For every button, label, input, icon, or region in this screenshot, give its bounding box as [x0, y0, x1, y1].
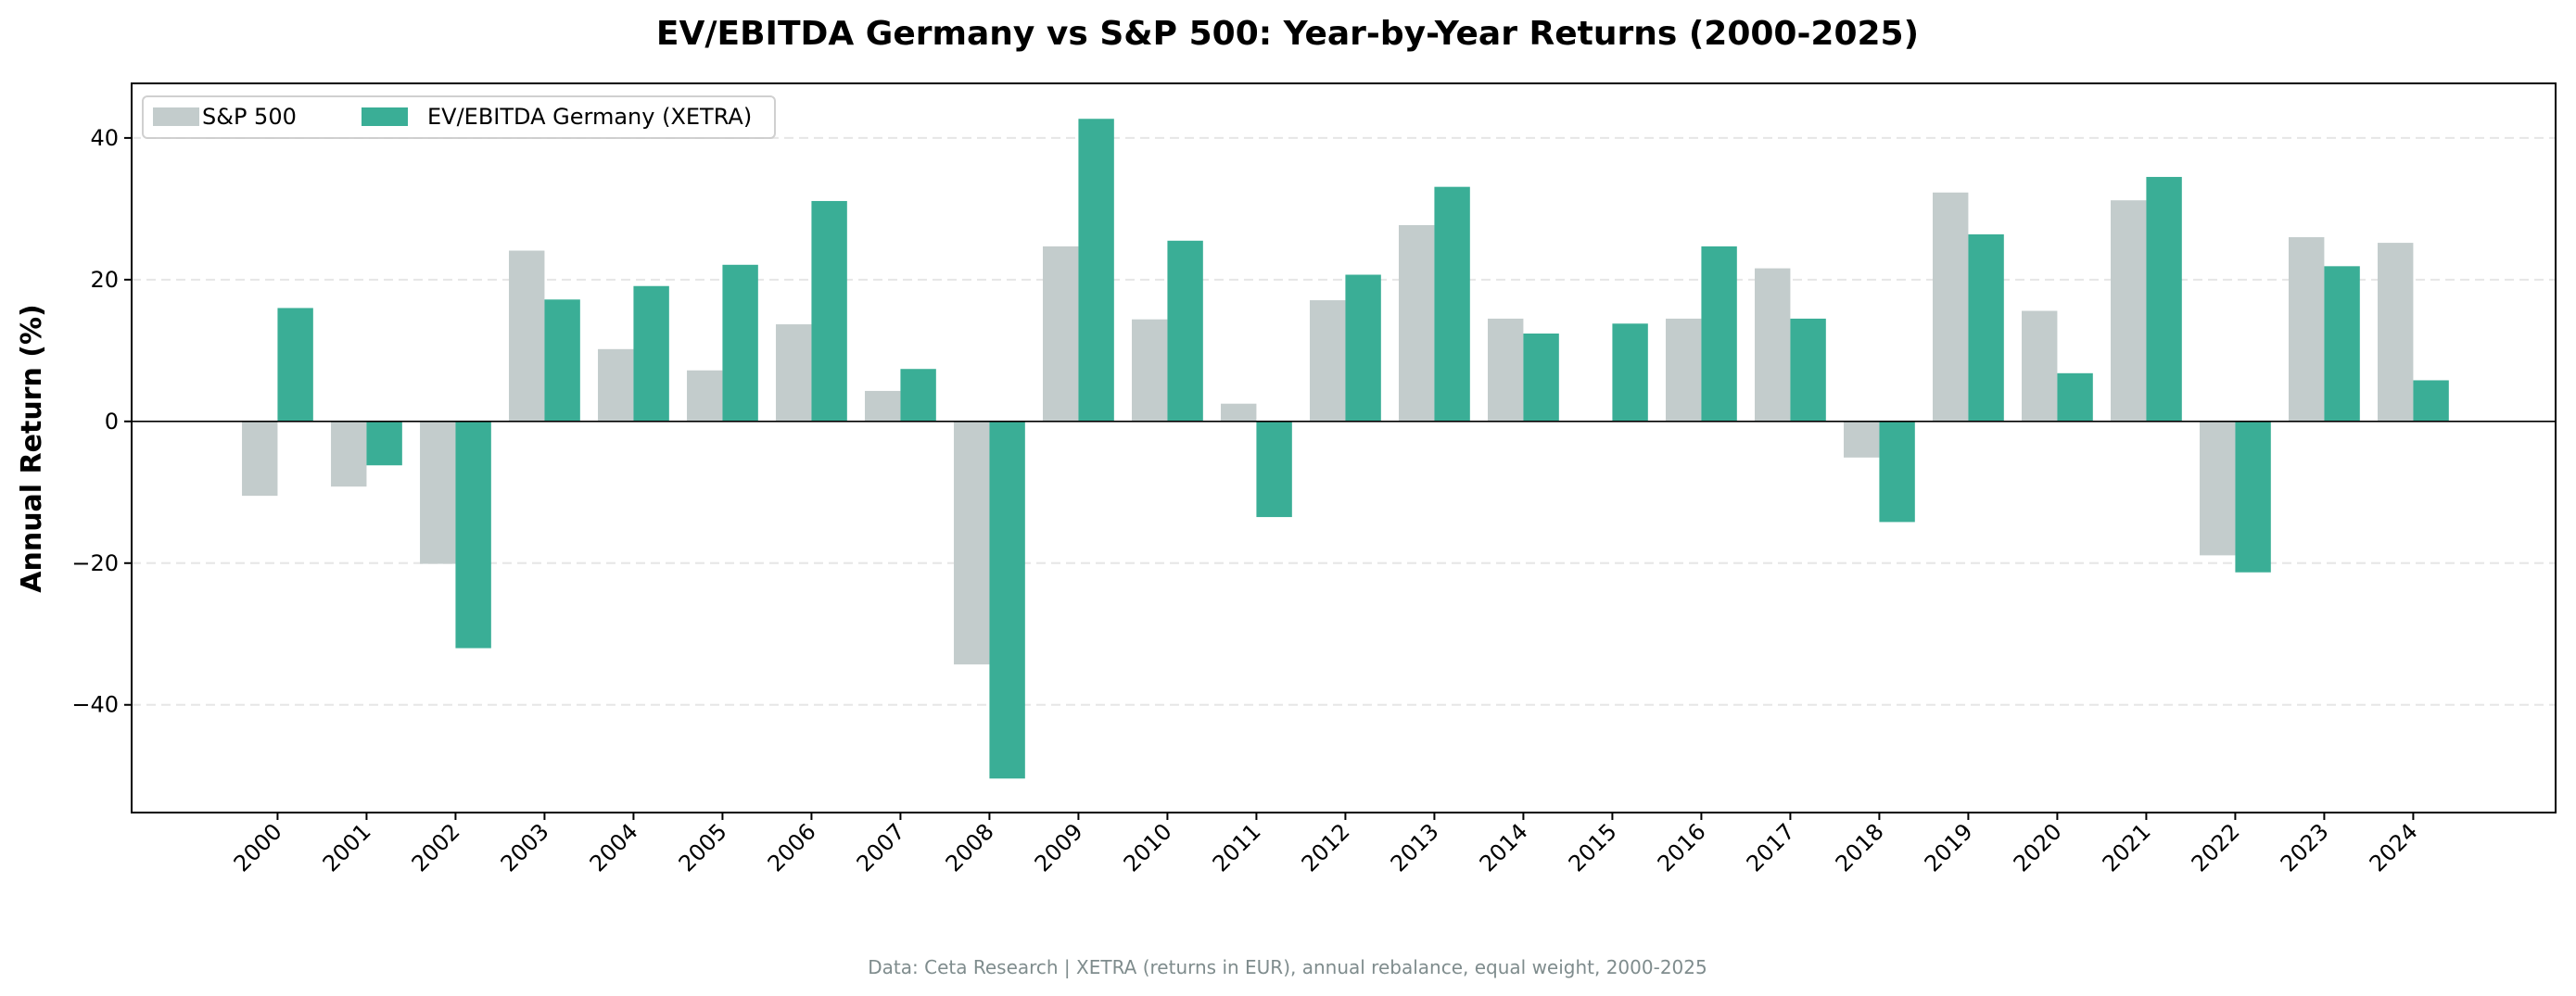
plot-frame [131, 82, 2557, 813]
bar-sp500 [242, 421, 278, 497]
x-tick-label: 2010 [1119, 818, 1177, 876]
bar-ev-ebitda-germany [1256, 421, 1292, 518]
x-tick-label: 2019 [1920, 818, 1978, 876]
legend-box [142, 95, 776, 139]
x-tick-label: 2023 [2276, 818, 2334, 876]
legend-label: EV/EBITDA Germany (XETRA) [427, 104, 752, 130]
bars [242, 119, 2449, 779]
bar-sp500 [2200, 421, 2236, 556]
bar-sp500 [1933, 192, 1969, 422]
bar-ev-ebitda-germany [1434, 186, 1470, 422]
bar-ev-ebitda-germany [1612, 323, 1648, 422]
legend: S&P 500 EV/EBITDA Germany (XETRA) [142, 95, 776, 139]
y-tick-label: 40 [90, 125, 119, 151]
x-tick-label: 2009 [1030, 818, 1088, 876]
x-tick-label: 2012 [1297, 818, 1355, 876]
y-axis-label: Annual Return (%) [16, 304, 48, 592]
bar-sp500 [1221, 403, 1257, 422]
bar-sp500 [598, 348, 634, 422]
x-tick-label: 2018 [1831, 818, 1889, 876]
bar-sp500 [2378, 243, 2414, 422]
bar-ev-ebitda-germany [1968, 233, 2004, 422]
legend-swatch [153, 107, 199, 126]
bar-ev-ebitda-germany [633, 285, 669, 422]
bar-ev-ebitda-germany [455, 421, 491, 649]
bar-ev-ebitda-germany [811, 200, 847, 422]
bar-sp500 [1488, 318, 1524, 422]
bar-ev-ebitda-germany [2146, 176, 2182, 422]
bar-ev-ebitda-germany [277, 308, 313, 422]
bar-ev-ebitda-germany [1701, 246, 1737, 422]
x-tick-label: 2020 [2009, 818, 2067, 876]
x-tick-label: 2006 [763, 818, 821, 876]
bar-sp500 [331, 421, 367, 487]
legend-swatch [362, 107, 408, 126]
x-tick-label: 2013 [1386, 818, 1444, 876]
x-tick-label: 2001 [318, 818, 376, 876]
bar-ev-ebitda-germany [900, 369, 936, 422]
x-tick-label: 2007 [852, 818, 910, 876]
bar-ev-ebitda-germany [366, 421, 402, 466]
x-tick-label: 2011 [1208, 818, 1266, 876]
bar-ev-ebitda-germany [989, 421, 1025, 779]
bar-sp500 [2022, 310, 2058, 422]
bar-ev-ebitda-germany [1790, 318, 1826, 422]
bar-ev-ebitda-germany [2057, 372, 2093, 422]
x-tick-label: 2021 [2098, 818, 2156, 876]
bar-sp500 [509, 250, 545, 422]
x-tick-label: 2014 [1475, 818, 1533, 876]
x-tick-label: 2016 [1653, 818, 1711, 876]
bar-ev-ebitda-germany [722, 264, 758, 422]
y-tick-label: 0 [105, 409, 119, 435]
bar-sp500 [2111, 200, 2147, 422]
bar-sp500 [954, 421, 990, 665]
bar-ev-ebitda-germany [2324, 266, 2360, 422]
bar-ev-ebitda-germany [1879, 421, 1915, 523]
bar-sp500 [1310, 300, 1346, 422]
legend-label: S&P 500 [202, 104, 297, 130]
bar-sp500 [865, 390, 901, 422]
bar-ev-ebitda-germany [2235, 421, 2271, 573]
x-tick-label: 2003 [496, 818, 554, 876]
chart-title: EV/EBITDA Germany vs S&P 500: Year-by-Ye… [656, 15, 1919, 53]
bar-sp500 [2289, 236, 2325, 422]
bar-sp500 [1043, 246, 1079, 422]
bar-sp500 [1399, 224, 1435, 422]
x-tick-label: 2004 [585, 818, 643, 876]
bar-sp500 [420, 421, 456, 564]
bar-ev-ebitda-germany [1345, 274, 1381, 422]
y-tick-label: −40 [71, 692, 119, 718]
bar-sp500 [1666, 318, 1702, 422]
bar-sp500 [776, 324, 812, 422]
bar-ev-ebitda-germany [1078, 119, 1114, 422]
y-tick-label: 20 [90, 267, 119, 293]
x-tick-label: 2024 [2365, 818, 2423, 876]
x-tick-label: 2022 [2187, 818, 2245, 876]
bar-sp500 [1844, 421, 1880, 458]
bar-sp500 [1132, 319, 1168, 422]
bar-sp500 [687, 370, 723, 422]
x-tick-label: 2008 [941, 818, 999, 876]
bar-ev-ebitda-germany [2413, 380, 2449, 422]
bar-ev-ebitda-germany [1523, 333, 1559, 422]
x-tick-label: 2017 [1742, 818, 1800, 876]
x-tick-label: 2002 [407, 818, 465, 876]
x-tick-label: 2000 [229, 818, 287, 876]
x-tick-label: 2005 [674, 818, 732, 876]
x-tick-label: 2015 [1564, 818, 1622, 876]
bar-ev-ebitda-germany [544, 299, 580, 422]
bar-sp500 [1755, 268, 1791, 422]
bar-ev-ebitda-germany [1167, 240, 1203, 422]
y-tick-label: −20 [71, 550, 119, 576]
footer-note: Data: Ceta Research | XETRA (returns in … [868, 956, 1707, 978]
